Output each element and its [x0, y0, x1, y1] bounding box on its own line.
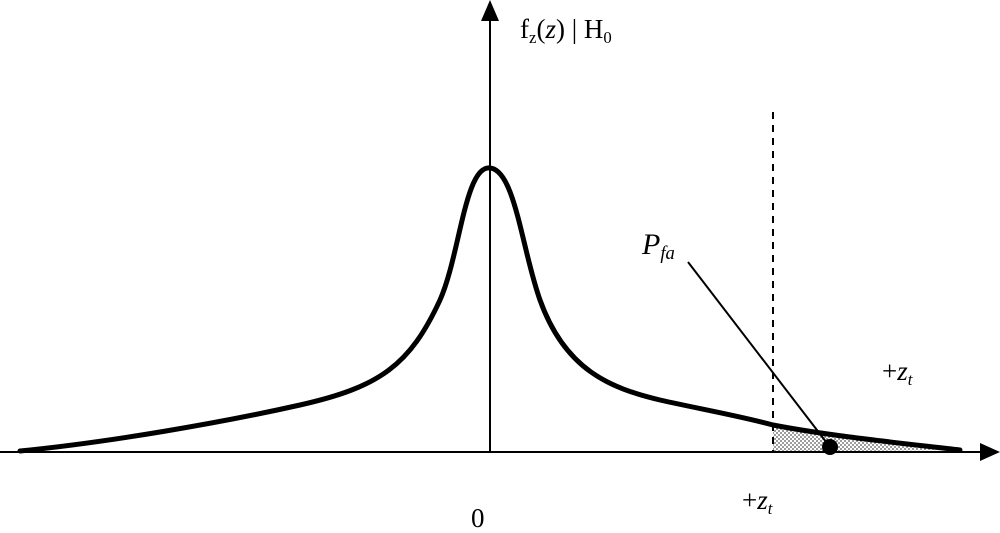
y-axis-label: fz(z) | H0 [520, 14, 612, 46]
y-axis-arrowhead [481, 0, 499, 21]
zt-axis-sign: + [742, 485, 758, 515]
y-label-z: z [545, 14, 556, 44]
pfa-main: P [642, 228, 661, 261]
pfa-label: Pfa [642, 228, 675, 264]
zt-right-sign: + [882, 356, 898, 386]
pfa-pointer-line [687, 261, 831, 448]
zt-axis-z: z [757, 485, 768, 515]
threshold-label-right: +zt [882, 356, 912, 388]
x-axis-arrowhead [980, 443, 1000, 461]
zt-right-z: z [897, 356, 908, 386]
y-label-f: f [520, 14, 529, 44]
y-label-h-subscript: 0 [603, 27, 612, 47]
pfa-subscript: fa [660, 243, 675, 265]
threshold-label-axis: +zt [742, 485, 772, 517]
origin-label: 0 [471, 503, 485, 533]
y-label-open-paren: ( [536, 14, 546, 44]
y-label-given: ) | H [555, 14, 604, 44]
pdf-curve [17, 165, 963, 454]
y-label-f-subscript: z [529, 27, 537, 47]
pfa-pointer-dot [822, 439, 838, 455]
zt-right-subscript: t [907, 369, 913, 389]
zt-axis-subscript: t [767, 498, 773, 518]
